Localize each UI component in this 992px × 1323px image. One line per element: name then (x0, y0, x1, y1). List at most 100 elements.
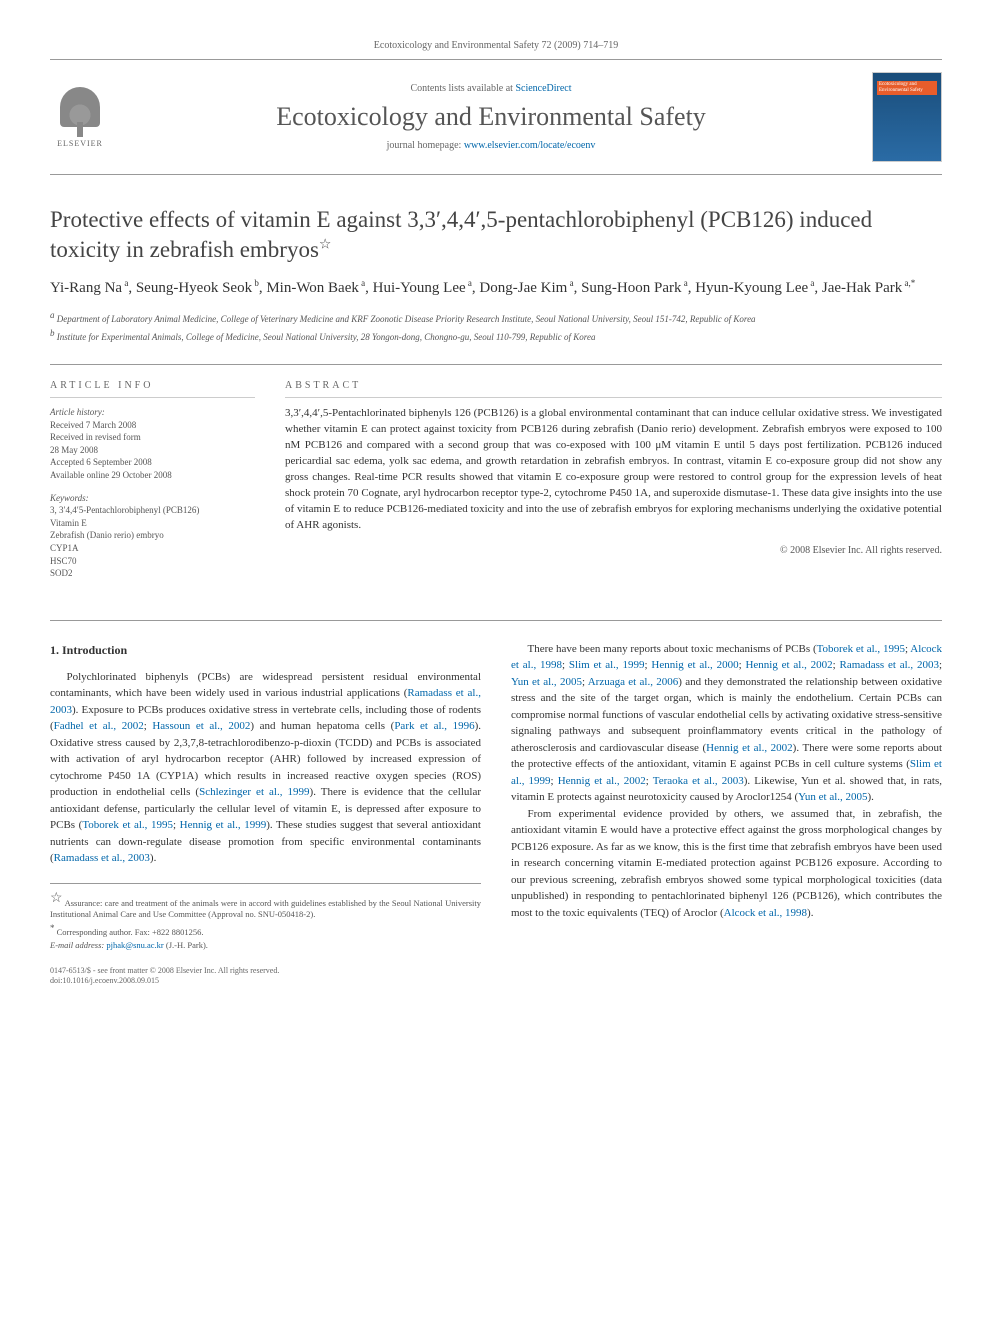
author: Dong-Jae Kim (479, 280, 567, 296)
affiliation-b: b Institute for Experimental Animals, Co… (50, 327, 942, 344)
citation-link[interactable]: Park et al., 1996 (394, 720, 474, 732)
page-footer: 0147-6513/$ - see front matter © 2008 El… (50, 966, 481, 987)
abstract-copyright: © 2008 Elsevier Inc. All rights reserved… (285, 544, 942, 559)
author: Hui-Young Lee (373, 280, 466, 296)
citation-link[interactable]: Hennig et al., 1999 (180, 819, 267, 831)
abstract-text: 3,3′,4,4′,5-Pentachlorinated biphenyls 1… (285, 406, 942, 534)
author: Hyun-Kyoung Lee (695, 280, 808, 296)
homepage-line: journal homepage: www.elsevier.com/locat… (130, 140, 852, 151)
section-title: Introduction (62, 643, 127, 657)
footnotes: ☆ Assurance: care and treatment of the a… (50, 883, 481, 952)
citation-link[interactable]: Ramadass et al., 2003 (54, 852, 150, 864)
email-label: E-mail address: (50, 940, 104, 950)
citation-link[interactable]: Ramadass et al., 2003 (840, 659, 939, 671)
homepage-prefix: journal homepage: (387, 140, 464, 151)
title-footnote-star: ☆ (319, 237, 332, 252)
citation-link[interactable]: Yun et al., 2005 (511, 676, 582, 688)
citation-link[interactable]: Hennig et al., 2000 (651, 659, 738, 671)
author-affiliation-marker: a (359, 278, 365, 288)
left-column: 1. Introduction Polychlorinated biphenyl… (50, 641, 481, 987)
author: Min-Won Baek (266, 280, 359, 296)
author-list: Yi-Rang Na a, Seung-Hyeok Seok b, Min-Wo… (50, 277, 942, 299)
keyword: CYP1A (50, 542, 255, 555)
keyword: 3, 3′4,4′5-Pentachlorobiphenyl (PCB126) (50, 504, 255, 517)
elsevier-tree-icon (60, 87, 100, 127)
citation-link[interactable]: Slim et al., 1999 (569, 659, 645, 671)
sciencedirect-link[interactable]: ScienceDirect (515, 83, 571, 94)
right-column: There have been many reports about toxic… (511, 641, 942, 987)
paragraph: Polychlorinated biphenyls (PCBs) are wid… (50, 669, 481, 867)
email-suffix: (J.-H. Park). (166, 940, 208, 950)
citation-link[interactable]: Ramadass et al., 2003 (50, 687, 481, 716)
history-revised-1: Received in revised form (50, 431, 255, 444)
citation-link[interactable]: Fadhel et al., 2002 (54, 720, 144, 732)
citation-link[interactable]: Hennig et al., 2002 (706, 742, 793, 754)
keywords-label: Keywords: (50, 492, 255, 505)
citation-link[interactable]: Hennig et al., 2002 (745, 659, 832, 671)
keyword: SOD2 (50, 567, 255, 580)
contents-prefix: Contents lists available at (410, 83, 515, 94)
elsevier-wordmark: ELSEVIER (57, 139, 103, 148)
history-revised-2: 28 May 2008 (50, 444, 255, 457)
citation-link[interactable]: Hennig et al., 2002 (558, 775, 646, 787)
history-online: Available online 29 October 2008 (50, 469, 255, 482)
author: Yi-Rang Na (50, 280, 122, 296)
author-affiliation-marker: a (808, 278, 814, 288)
author-affiliation-marker: a (682, 278, 688, 288)
author-affiliation-marker: a (122, 278, 128, 288)
affiliation-b-text: Institute for Experimental Animals, Coll… (57, 332, 596, 342)
footnote-assurance-text: Assurance: care and treatment of the ani… (50, 898, 481, 919)
journal-cover-thumb: Ecotoxicology and Environmental Safety (872, 72, 942, 162)
history-received: Received 7 March 2008 (50, 419, 255, 432)
affiliations: a Department of Laboratory Animal Medici… (50, 309, 942, 344)
keyword: Vitamin E (50, 517, 255, 530)
citation-link[interactable]: Hassoun et al., 2002 (152, 720, 250, 732)
footnote-assurance: ☆ Assurance: care and treatment of the a… (50, 890, 481, 920)
author: Sung-Hoon Park (581, 280, 681, 296)
citation-link[interactable]: Schlezinger et al., 1999 (199, 786, 309, 798)
title-text: Protective effects of vitamin E against … (50, 207, 872, 262)
history-accepted: Accepted 6 September 2008 (50, 456, 255, 469)
footer-line-2: doi:10.1016/j.ecoenv.2008.09.015 (50, 976, 481, 986)
masthead: ELSEVIER Contents lists available at Sci… (50, 59, 942, 175)
masthead-center: Contents lists available at ScienceDirec… (130, 83, 852, 151)
article-info-heading: ARTICLE INFO (50, 379, 255, 398)
author: Seung-Hyeok Seok (136, 280, 252, 296)
affiliation-a: a Department of Laboratory Animal Medici… (50, 309, 942, 326)
contents-line: Contents lists available at ScienceDirec… (130, 83, 852, 94)
author-affiliation-marker: a,* (902, 278, 915, 288)
journal-name: Ecotoxicology and Environmental Safety (130, 102, 852, 132)
footnote-corresponding-text: Corresponding author. Fax: +822 8801256. (57, 926, 204, 936)
keyword: Zebrafish (Danio rerio) embryo (50, 529, 255, 542)
footnote-corresponding: * Corresponding author. Fax: +822 880125… (50, 923, 481, 938)
email-link[interactable]: pjhak@snu.ac.kr (106, 940, 163, 950)
running-head: Ecotoxicology and Environmental Safety 7… (50, 40, 942, 51)
article-title: Protective effects of vitamin E against … (50, 205, 942, 265)
homepage-link[interactable]: www.elsevier.com/locate/ecoenv (464, 140, 596, 151)
history-label: Article history: (50, 406, 255, 419)
citation-link[interactable]: Yun et al., 2005 (798, 791, 867, 803)
article-history: Article history: Received 7 March 2008 R… (50, 406, 255, 482)
keyword: HSC70 (50, 555, 255, 568)
citation-link[interactable]: Toborek et al., 1995 (82, 819, 173, 831)
citation-link[interactable]: Teraoka et al., 2003 (653, 775, 744, 787)
author: Jae-Hak Park (822, 280, 902, 296)
citation-link[interactable]: Toborek et al., 1995 (817, 643, 905, 655)
footer-line-1: 0147-6513/$ - see front matter © 2008 El… (50, 966, 481, 976)
footnote-email: E-mail address: pjhak@snu.ac.kr (J.-H. P… (50, 940, 481, 951)
citation-link[interactable]: Alcock et al., 1998 (724, 907, 807, 919)
cover-title: Ecotoxicology and Environmental Safety (879, 82, 941, 93)
affiliation-a-text: Department of Laboratory Animal Medicine… (57, 314, 756, 324)
elsevier-logo: ELSEVIER (50, 82, 110, 152)
paragraph: There have been many reports about toxic… (511, 641, 942, 806)
keywords-block: Keywords: 3, 3′4,4′5-Pentachlorobiphenyl… (50, 492, 255, 580)
author-affiliation-marker: a (466, 278, 472, 288)
abstract-heading: ABSTRACT (285, 379, 942, 399)
paragraph: From experimental evidence provided by o… (511, 806, 942, 922)
section-heading: 1. Introduction (50, 641, 481, 659)
body-columns: 1. Introduction Polychlorinated biphenyl… (50, 620, 942, 987)
author-affiliation-marker: a (567, 278, 573, 288)
section-number: 1. (50, 643, 59, 657)
author-affiliation-marker: b (252, 278, 259, 288)
citation-link[interactable]: Arzuaga et al., 2006 (588, 676, 679, 688)
